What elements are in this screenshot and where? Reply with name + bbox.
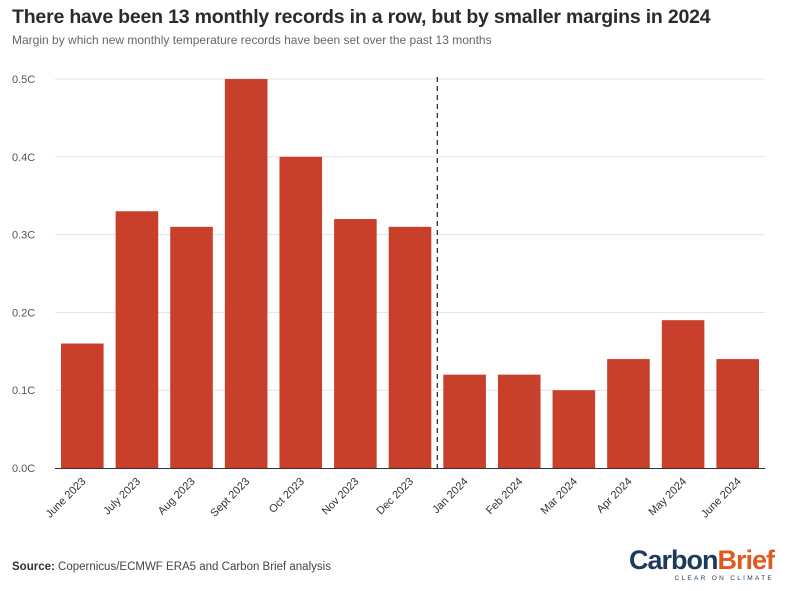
y-tick-label: 0.2C [12, 307, 35, 319]
bar [552, 390, 596, 468]
bar [279, 156, 323, 469]
bar [224, 79, 268, 468]
bar [443, 374, 486, 468]
x-tick-label: May 2024 [647, 476, 690, 519]
bar [661, 320, 705, 468]
y-tick-label: 0.0C [12, 463, 35, 475]
logo-tagline: CLEAR ON CLIMATE [674, 575, 774, 582]
y-tick-label: 0.4C [12, 152, 35, 164]
bar [607, 359, 650, 468]
y-tick-label: 0.1C [12, 385, 35, 397]
x-tick-label: June 2024 [699, 476, 744, 521]
x-tick-label: Jan 2024 [430, 476, 470, 516]
bars [61, 79, 759, 469]
bar [61, 343, 104, 468]
bar [115, 211, 159, 468]
source-text: Copernicus/ECMWF ERA5 and Carbon Brief a… [58, 561, 331, 573]
x-tick-label: June 2023 [44, 476, 89, 521]
x-axis-ticks: June 2023 July 2023 Aug 2023 Sept 2023 Oct 2… [44, 476, 744, 521]
bar [388, 226, 432, 468]
bar-chart: 0.0C 0.1C 0.2C 0.3C 0.4C 0.5C June 2023 July 2… [12, 74, 765, 521]
x-tick-label: Feb 2024 [484, 476, 525, 517]
y-tick-label: 0.5C [12, 74, 35, 86]
y-tick-label: 0.3C [12, 230, 35, 242]
bar [334, 219, 377, 468]
chart-title: There have been 13 monthly records in a … [12, 6, 711, 28]
x-tick-label: Dec 2023 [374, 476, 416, 518]
x-tick-label: Sept 2023 [208, 476, 252, 520]
x-tick-label: July 2023 [101, 476, 143, 518]
bar [170, 226, 213, 468]
x-tick-label: Mar 2024 [539, 476, 580, 517]
y-axis-ticks: 0.0C 0.1C 0.2C 0.3C 0.4C 0.5C [12, 74, 35, 475]
bar [716, 359, 759, 468]
logo-brief: Brief [717, 545, 775, 575]
x-tick-label: Oct 2023 [267, 476, 307, 516]
x-tick-label: Aug 2023 [156, 476, 198, 518]
carbon-brief-logo: CarbonBrief CLEAR ON CLIMATE [628, 545, 775, 583]
logo-carbon: Carbon [628, 545, 718, 575]
logo-wordmark: CarbonBrief [628, 545, 775, 575]
bar [497, 374, 541, 468]
chart-subtitle: Margin by which new monthly temperature … [12, 33, 492, 47]
x-tick-label: Nov 2023 [320, 476, 362, 518]
source-label: Source: [12, 561, 55, 573]
x-tick-label: Apr 2024 [595, 476, 635, 516]
source-note: Source: Copernicus/ECMWF ERA5 and Carbon… [12, 561, 331, 573]
